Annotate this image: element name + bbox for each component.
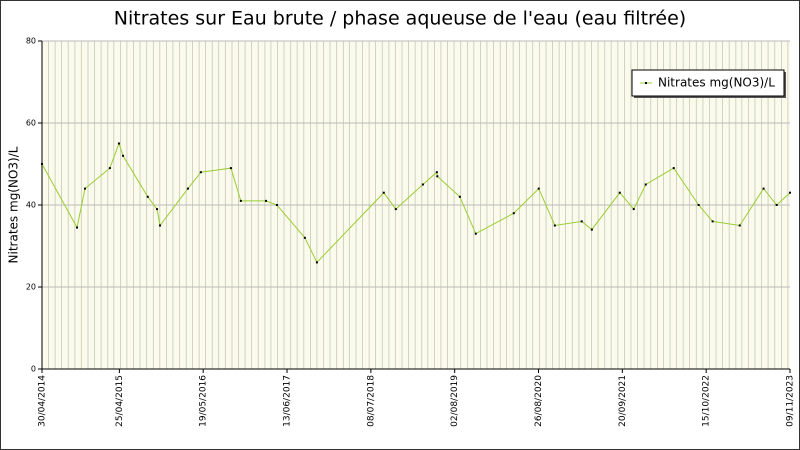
x-tick-label: 26/08/2020	[534, 375, 544, 427]
x-tick-label: 08/07/2018	[366, 375, 376, 427]
data-point	[580, 220, 583, 223]
x-tick-label: 20/09/2021	[618, 375, 628, 427]
x-tick-label: 02/08/2019	[450, 375, 460, 427]
data-point	[186, 187, 189, 190]
y-tick-label: 20	[26, 283, 36, 292]
data-point	[711, 220, 714, 223]
x-tick-label: 15/10/2022	[702, 375, 712, 427]
legend-label: Nitrates mg(NO3)/L	[658, 76, 775, 90]
data-point	[672, 167, 675, 170]
data-point	[512, 212, 515, 215]
data-point	[303, 236, 306, 239]
data-point	[421, 183, 424, 186]
data-point	[435, 171, 438, 174]
y-tick-label: 0	[31, 365, 36, 374]
data-point	[76, 226, 79, 229]
y-tick-label: 80	[26, 37, 36, 46]
y-tick-label: 60	[26, 119, 36, 128]
data-point	[632, 208, 635, 211]
data-point	[275, 204, 278, 206]
data-point	[436, 175, 439, 178]
data-point	[382, 191, 385, 194]
data-point	[229, 167, 232, 170]
data-point	[155, 208, 158, 211]
data-point	[41, 163, 43, 165]
data-point	[146, 195, 149, 198]
data-point	[117, 142, 120, 145]
data-point	[83, 187, 86, 190]
data-point	[618, 191, 621, 194]
x-tick-label: 19/05/2016	[199, 375, 209, 427]
data-point	[239, 199, 242, 202]
data-point	[590, 228, 593, 231]
data-point	[762, 187, 765, 190]
x-tick-label: 09/11/2023	[786, 375, 796, 427]
data-point	[122, 154, 125, 157]
data-point	[537, 187, 540, 190]
x-tick-label: 30/04/2014	[38, 375, 48, 427]
data-point	[775, 204, 778, 206]
data-point	[108, 167, 111, 170]
data-point	[697, 204, 700, 206]
legend-box	[631, 69, 785, 97]
y-tick-label: 40	[26, 201, 36, 210]
data-point	[199, 171, 202, 174]
x-tick-label: 13/06/2017	[283, 375, 293, 427]
data-point	[394, 208, 397, 211]
data-point	[644, 183, 647, 186]
y-axis-label: Nitrates mg(NO3)/L	[7, 146, 21, 263]
data-point	[264, 199, 267, 202]
data-point	[315, 261, 318, 264]
chart-title: Nitrates sur Eau brute / phase aqueuse d…	[114, 8, 686, 30]
data-point	[789, 191, 791, 194]
data-point	[553, 224, 556, 227]
x-tick-label: 25/04/2015	[115, 375, 125, 427]
data-point	[738, 224, 741, 227]
data-point	[474, 232, 477, 235]
data-point	[159, 224, 162, 227]
data-point	[458, 195, 461, 198]
legend-marker	[645, 82, 647, 84]
